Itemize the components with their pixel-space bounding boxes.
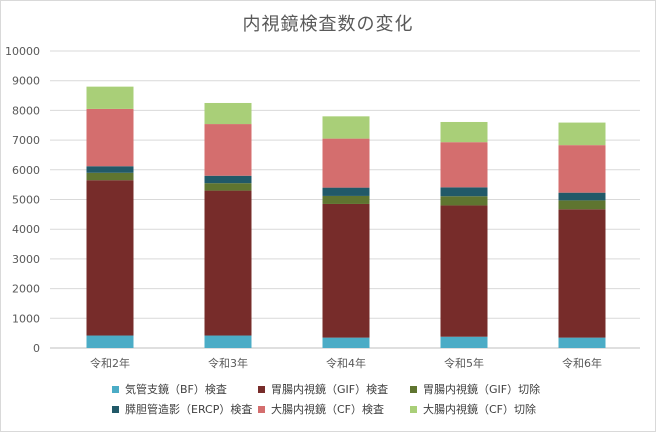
legend-swatch — [410, 405, 417, 413]
bar-segment — [86, 86, 134, 109]
y-tick-label: 4000 — [12, 223, 40, 236]
legend-item: 胃腸内視鏡（GIF）切除 — [410, 381, 540, 397]
legend-label: 気管支鏡（BF）検査 — [125, 383, 227, 396]
y-tick-label: 1000 — [12, 312, 40, 325]
y-tick-label: 3000 — [12, 253, 40, 266]
bar-segment — [558, 209, 606, 338]
legend-swatch — [258, 385, 265, 393]
bar-segment — [322, 116, 370, 139]
bar-segment — [440, 336, 488, 348]
legend-label: 胃腸内視鏡（GIF）検査 — [271, 383, 389, 396]
legend-label: 大腸内視鏡（CF）検査 — [271, 403, 385, 416]
legend-label: 大腸内視鏡（CF）切除 — [423, 403, 537, 416]
legend-label: 膵胆管造影（ERCP）検査 — [125, 403, 253, 416]
bar-segment — [86, 166, 134, 173]
bar-segment — [440, 142, 488, 188]
y-tick-label: 7000 — [12, 134, 40, 147]
y-tick-label: 10000 — [5, 45, 40, 58]
y-tick-label: 0 — [33, 342, 40, 355]
legend-swatch — [112, 405, 119, 413]
y-tick-label: 2000 — [12, 283, 40, 296]
legend-label: 胃腸内視鏡（GIF）切除 — [423, 383, 541, 396]
bar-segment — [204, 183, 252, 191]
y-tick-label: 6000 — [12, 164, 40, 177]
bar-segment — [204, 335, 252, 348]
legend-swatch — [112, 385, 119, 393]
bar-segment — [558, 200, 606, 210]
bar-segment — [558, 122, 606, 146]
bar-segment — [440, 196, 488, 206]
x-tick-label: 令和3年 — [208, 356, 248, 370]
bar-segment — [204, 124, 252, 176]
bar-segment — [322, 138, 370, 188]
legend-item: 気管支鏡（BF）検査 — [112, 381, 227, 397]
x-tick-label: 令和4年 — [326, 356, 366, 370]
x-tick-label: 令和2年 — [90, 356, 130, 370]
bar-segment — [558, 192, 606, 201]
bar-segment — [204, 190, 252, 336]
bar-segment — [322, 195, 370, 204]
x-tick-label: 令和5年 — [444, 356, 484, 370]
bar-segment — [558, 145, 606, 193]
bar-segment — [204, 175, 252, 184]
bar-segment — [86, 108, 134, 167]
bar-segment — [86, 180, 134, 336]
bar-segment — [322, 187, 370, 196]
legend-item: 胃腸内視鏡（GIF）検査 — [258, 381, 388, 397]
bar-segment — [440, 205, 488, 337]
bar-segment — [204, 102, 252, 125]
bar-segment — [558, 337, 606, 348]
legend-item: 膵胆管造影（ERCP）検査 — [112, 401, 252, 417]
y-tick-label: 8000 — [12, 104, 40, 117]
legend-item: 大腸内視鏡（CF）検査 — [258, 401, 384, 417]
bar-segment — [86, 335, 134, 348]
y-tick-label: 9000 — [12, 75, 40, 88]
y-tick-label: 5000 — [12, 194, 40, 207]
x-tick-label: 令和6年 — [562, 356, 602, 370]
bar-segment — [86, 172, 134, 181]
bar-segment — [440, 187, 488, 197]
legend-swatch — [258, 405, 265, 413]
bar-segment — [322, 203, 370, 338]
legend-item: 大腸内視鏡（CF）切除 — [410, 401, 536, 417]
chart-title: 内視鏡検査数の変化 — [242, 14, 414, 35]
legend-swatch — [410, 385, 417, 393]
bar-segment — [440, 121, 488, 143]
bar-segment — [322, 337, 370, 348]
